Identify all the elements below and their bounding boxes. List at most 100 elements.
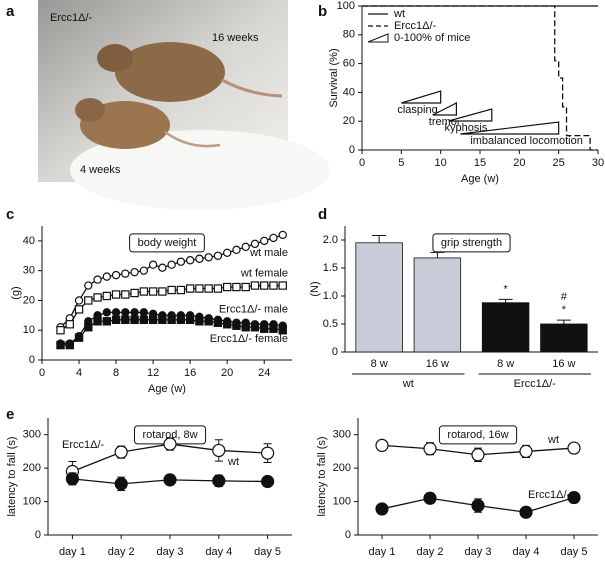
bar-annotation: # — [561, 291, 568, 303]
y-tick-label: 100 — [23, 495, 41, 507]
point — [278, 230, 287, 240]
series-label: wt — [227, 456, 239, 468]
point — [241, 282, 250, 292]
point — [222, 248, 232, 257]
error-bar — [498, 298, 513, 303]
point — [195, 284, 204, 293]
panel-label: a — [6, 3, 15, 20]
point — [111, 315, 121, 325]
chart: 0 20 40 60 80 100 0 5 10 15 20 25 30 Survival (%) Age … — [328, 0, 604, 185]
point — [93, 275, 102, 284]
x-tick-label: day 2 — [417, 546, 444, 558]
point — [84, 296, 93, 305]
point — [139, 266, 149, 275]
point — [185, 284, 195, 293]
point — [204, 253, 213, 262]
x-tick-label: 0 — [39, 367, 45, 379]
point — [375, 438, 389, 453]
bar — [355, 242, 403, 353]
y-tick-label: 300 — [23, 429, 41, 441]
point — [278, 281, 287, 290]
y-tick-label: 1.5 — [323, 262, 338, 274]
series-label: Ercc1Δ/- male — [219, 304, 288, 316]
point — [56, 326, 65, 335]
x-tick-label: 8 w — [497, 358, 514, 370]
bar — [540, 323, 588, 353]
point — [185, 256, 195, 265]
point — [167, 315, 176, 325]
panel-label: e — [6, 406, 14, 423]
series-label: Ercc1Δ/- female — [210, 333, 288, 345]
mouse-large — [115, 42, 225, 102]
chart-title: grip strength — [441, 237, 502, 249]
panel-label: d — [318, 206, 327, 223]
bar — [413, 257, 462, 353]
x-tick-label: 10 — [435, 157, 447, 169]
chart-title: body weight — [138, 237, 197, 249]
onset-label: kyphosis — [445, 122, 488, 134]
point — [423, 442, 437, 456]
title-box — [129, 233, 205, 253]
point — [158, 263, 167, 272]
point — [261, 474, 275, 489]
point — [121, 269, 130, 278]
point — [121, 315, 130, 325]
mouse-small-head — [75, 98, 105, 122]
point — [121, 290, 130, 299]
y-axis-label: Survival (%) — [328, 48, 340, 107]
bar-annotation: * — [503, 283, 508, 295]
point — [148, 315, 158, 325]
point — [471, 448, 485, 462]
point — [74, 296, 84, 305]
x-tick-label: day 3 — [157, 546, 184, 558]
group-label: wt — [402, 378, 414, 390]
point — [269, 324, 278, 333]
error-bar — [556, 319, 571, 324]
error-bar — [372, 235, 387, 243]
point — [139, 308, 149, 317]
point — [260, 324, 269, 333]
x-tick-label: 30 — [592, 157, 604, 169]
point — [163, 473, 177, 487]
point — [423, 491, 437, 505]
chart: 0 100 200 300 latency to fall (s) rotarod, 16… — [316, 418, 598, 558]
point — [241, 323, 250, 332]
point — [204, 284, 213, 293]
y-tick-label: 10 — [23, 324, 35, 336]
x-tick-label: day 2 — [108, 546, 135, 558]
y-axis-label: (N) — [309, 281, 321, 296]
point — [471, 498, 485, 513]
y-tick-label: 0.5 — [323, 318, 338, 330]
x-tick-label: 4 — [76, 367, 82, 379]
point — [56, 340, 65, 350]
point — [260, 281, 269, 290]
y-tick-label: 100 — [337, 0, 355, 12]
line — [362, 5, 598, 151]
point — [232, 245, 241, 255]
point — [212, 443, 226, 458]
series-label: wt — [547, 434, 559, 446]
y-tick-label: 1.0 — [323, 290, 338, 302]
y-tick-label: 300 — [333, 429, 351, 441]
y-tick-label: 200 — [23, 462, 41, 474]
point — [74, 333, 84, 342]
chart: 0 10 20 30 40 0 4 8 12 16 20 24 (g) Age (w) body weigh… — [10, 226, 292, 395]
series-label: Ercc1Δ/- — [62, 439, 105, 451]
plate — [70, 130, 330, 210]
point — [102, 272, 112, 281]
point — [139, 315, 149, 325]
chart: 0 100 200 300 latency to fall (s) rotarod, 8w… — [6, 418, 292, 558]
point — [176, 285, 186, 295]
point — [232, 282, 241, 292]
x-tick-label: 25 — [553, 157, 565, 169]
point — [167, 285, 176, 295]
point — [212, 474, 226, 488]
x-tick-label: day 1 — [369, 546, 396, 558]
point — [232, 321, 241, 330]
y-tick-label: 2.0 — [323, 234, 338, 246]
x-tick-label: 0 — [359, 157, 365, 169]
y-tick-label: 0 — [345, 529, 351, 541]
point — [102, 291, 112, 301]
onset-wedge — [460, 121, 560, 135]
y-tick-label: 30 — [23, 265, 35, 277]
